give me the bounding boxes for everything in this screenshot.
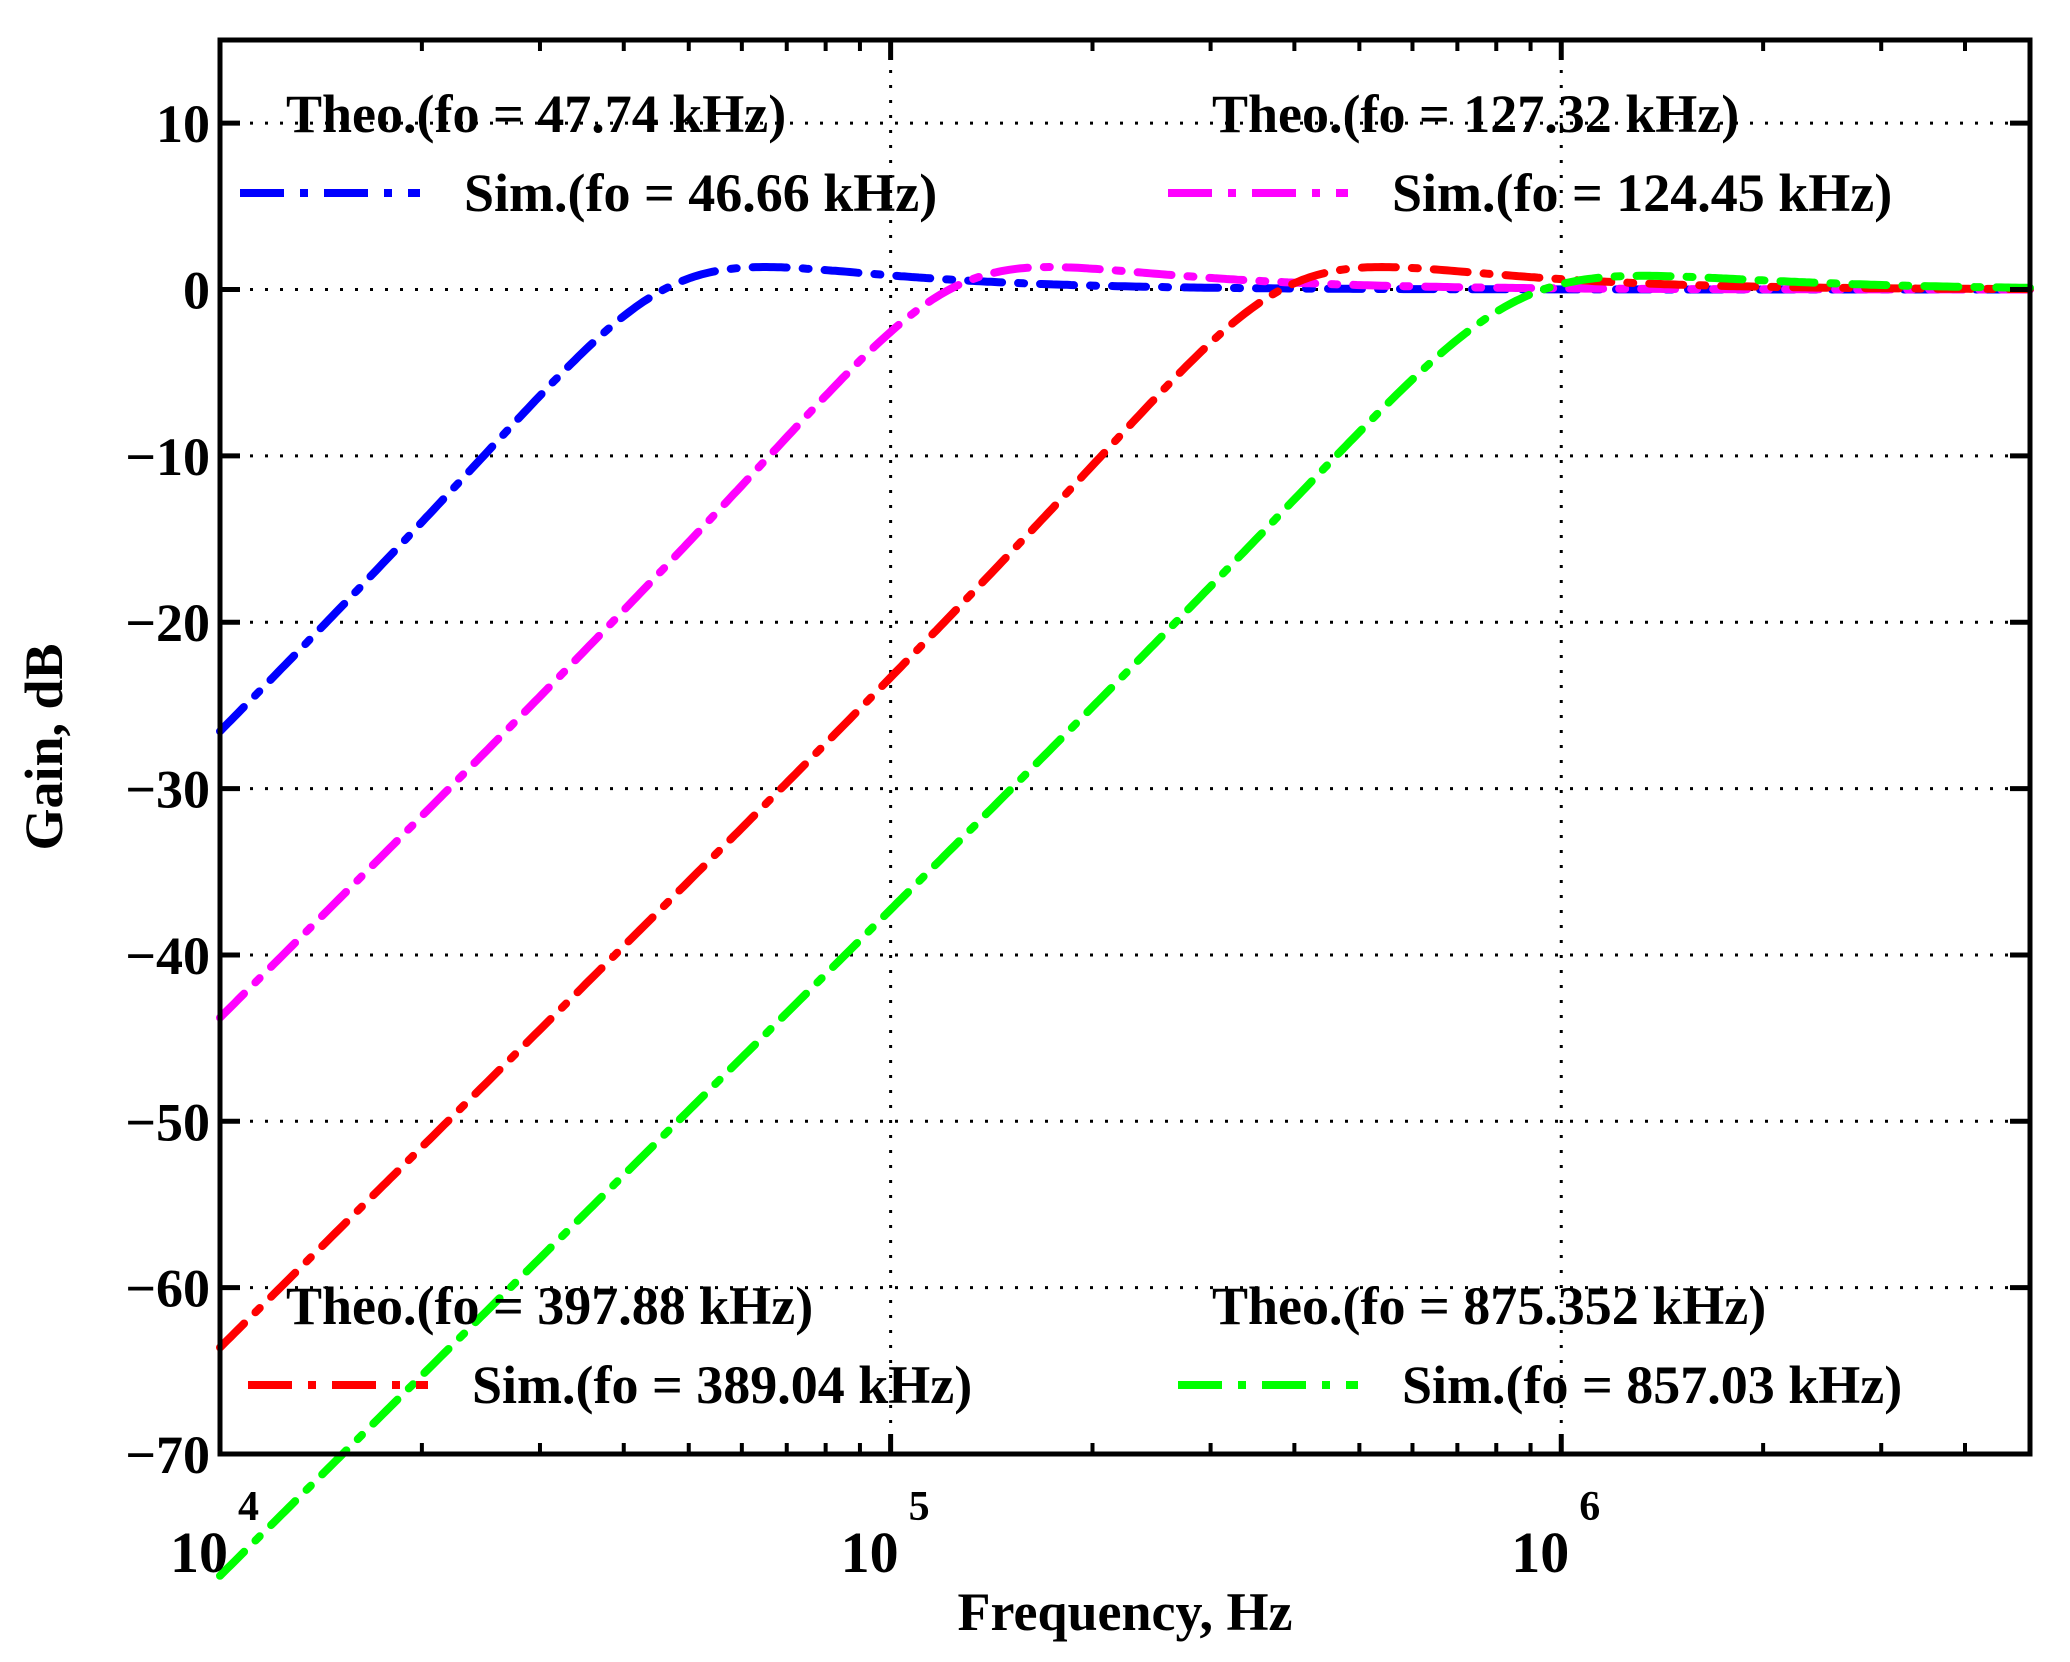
y-axis-label: Gain, dB — [14, 643, 74, 850]
grid-lines — [220, 40, 2030, 1454]
legend-sim-label: Sim.(fo = 857.03 kHz) — [1402, 1355, 1902, 1415]
series-curve-4 — [216, 271, 2034, 1580]
legend-theo-label: Theo.(fo = 127.32 kHz) — [1212, 84, 1739, 144]
series-curve-1 — [216, 263, 2034, 736]
x-tick-label-exponent: 4 — [238, 1484, 259, 1530]
x-tick-label-base: 10 — [1511, 1520, 1569, 1585]
legend-entry-4: Theo.(fo = 875.352 kHz) Sim.(fo = 857.03 … — [1178, 1276, 1902, 1415]
legend-theo-label: Theo.(fo = 875.352 kHz) — [1212, 1276, 1766, 1336]
y-tick-label: 10 — [156, 94, 210, 154]
y-tick-label: −50 — [125, 1092, 210, 1152]
legend-sim-label: Sim.(fo = 46.66 kHz) — [464, 163, 937, 223]
series-curve-2 — [216, 262, 2034, 1022]
y-tick-label: −40 — [125, 926, 210, 986]
series-curve-3 — [216, 262, 2034, 1352]
y-tick-label: 0 — [183, 261, 210, 321]
x-tick-label-exponent: 5 — [909, 1484, 930, 1530]
series-curves — [216, 262, 2034, 1580]
legend-sim-label: Sim.(fo = 389.04 kHz) — [472, 1355, 972, 1415]
legend-entry-2: Theo.(fo = 127.32 kHz) Sim.(fo = 124.45 k… — [1168, 84, 1892, 223]
legend: Theo.(fo = 47.74 kHz) Sim.(fo = 46.66 kHz… — [240, 84, 1902, 1415]
x-tick-label-base: 10 — [841, 1520, 899, 1585]
plot-frame — [217, 37, 2033, 1457]
x-tick-label-exponent: 6 — [1579, 1484, 1600, 1530]
x-axis-label: Frequency, Hz — [958, 1582, 1293, 1642]
y-tick-label: −60 — [125, 1259, 210, 1319]
legend-theo-label: Theo.(fo = 397.88 kHz) — [286, 1276, 813, 1336]
x-tick-label-base: 10 — [170, 1520, 228, 1585]
legend-sim-label: Sim.(fo = 124.45 kHz) — [1392, 163, 1892, 223]
legend-theo-label: Theo.(fo = 47.74 kHz) — [286, 84, 786, 144]
legend-entry-1: Theo.(fo = 47.74 kHz) Sim.(fo = 46.66 kHz… — [240, 84, 937, 223]
legend-entry-3: Theo.(fo = 397.88 kHz) Sim.(fo = 389.04 k… — [248, 1276, 972, 1415]
y-tick-label: −10 — [125, 427, 210, 487]
y-tick-label: −20 — [125, 593, 210, 653]
y-tick-label: −30 — [125, 760, 210, 820]
y-tick-label: −70 — [125, 1425, 210, 1485]
